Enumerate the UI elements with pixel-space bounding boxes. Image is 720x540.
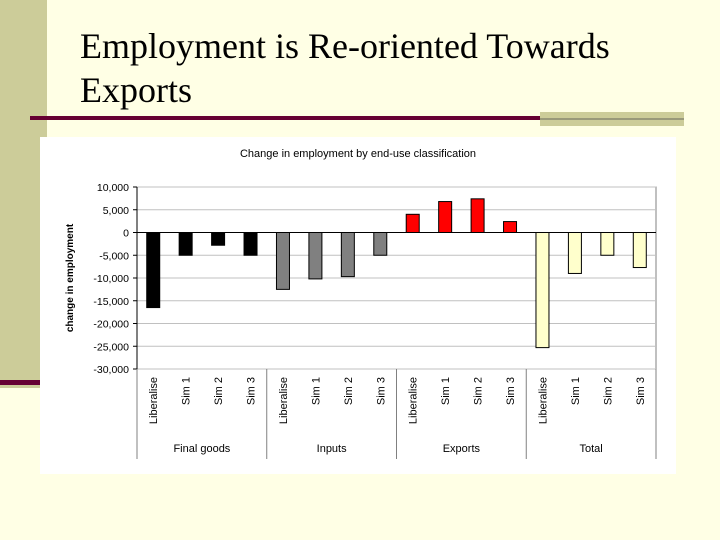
bar-exports-liberalise [405,213,420,234]
employment-bar-chart: Change in employment by end-use classifi… [65,148,657,459]
y-tick-label: -10,000 [93,273,129,285]
y-tick-label: -30,000 [93,364,129,376]
x-tick-label: Liberalise [537,377,549,424]
bar-inputs-sim-3 [373,232,388,256]
x-tick-label: Liberalise [278,377,290,424]
y-tick-label: 10,000 [97,182,129,194]
x-tick-label: Sim 2 [473,377,485,405]
bar-total-sim-1 [567,232,582,274]
slide-title: Employment is Re-oriented Towards Export… [80,26,610,110]
y-tick-label: -5,000 [99,250,129,262]
bar-final-goods-sim-2 [211,232,226,246]
x-tick-label: Liberalise [408,377,420,424]
x-tick-label: Liberalise [148,377,160,424]
bar-total-sim-2 [600,232,615,256]
bar-inputs-sim-2 [340,232,355,278]
bar-exports-sim-3 [503,221,518,234]
x-tick-label: Sim 1 [570,377,582,405]
y-tick-label: -15,000 [93,296,129,308]
bar-total-sim-3 [632,232,647,269]
bar-final-goods-sim-3 [243,232,258,256]
x-tick-label: Sim 3 [375,377,387,405]
bar-inputs-liberalise [275,232,290,290]
x-tick-label: Sim 2 [343,377,355,405]
x-tick-label: Sim 2 [213,377,225,405]
bar-inputs-sim-1 [308,232,323,280]
x-tick-label: Sim 3 [505,377,517,405]
chart-container: Change in employment by end-use classifi… [40,137,676,474]
y-tick-label: 0 [123,228,129,240]
bar-exports-sim-1 [438,201,453,233]
bar-total-liberalise [535,232,550,349]
group-label: Total [580,443,603,455]
y-axis-label: change in employment [65,223,76,332]
group-label: Final goods [173,443,230,455]
x-tick-label: Sim 1 [440,377,452,405]
bar-exports-sim-2 [470,198,485,233]
title-underline-light-stroke [540,118,684,120]
group-label: Exports [443,443,481,455]
bar-final-goods-liberalise [146,232,161,309]
x-tick-label: Sim 3 [635,377,647,405]
y-tick-label: -20,000 [93,319,129,331]
x-tick-label: Sim 3 [246,377,258,405]
slide-sidebar [0,0,47,388]
x-tick-label: Sim 1 [310,377,322,405]
group-label: Inputs [317,443,347,455]
x-tick-label: Sim 2 [602,377,614,405]
bar-final-goods-sim-1 [178,232,193,256]
chart-title: Change in employment by end-use classifi… [240,148,476,160]
x-tick-label: Sim 1 [181,377,193,405]
sidebar-accent-line [0,380,42,385]
y-tick-label: -25,000 [93,341,129,353]
title-underline [30,116,542,120]
y-tick-label: 5,000 [103,205,129,217]
